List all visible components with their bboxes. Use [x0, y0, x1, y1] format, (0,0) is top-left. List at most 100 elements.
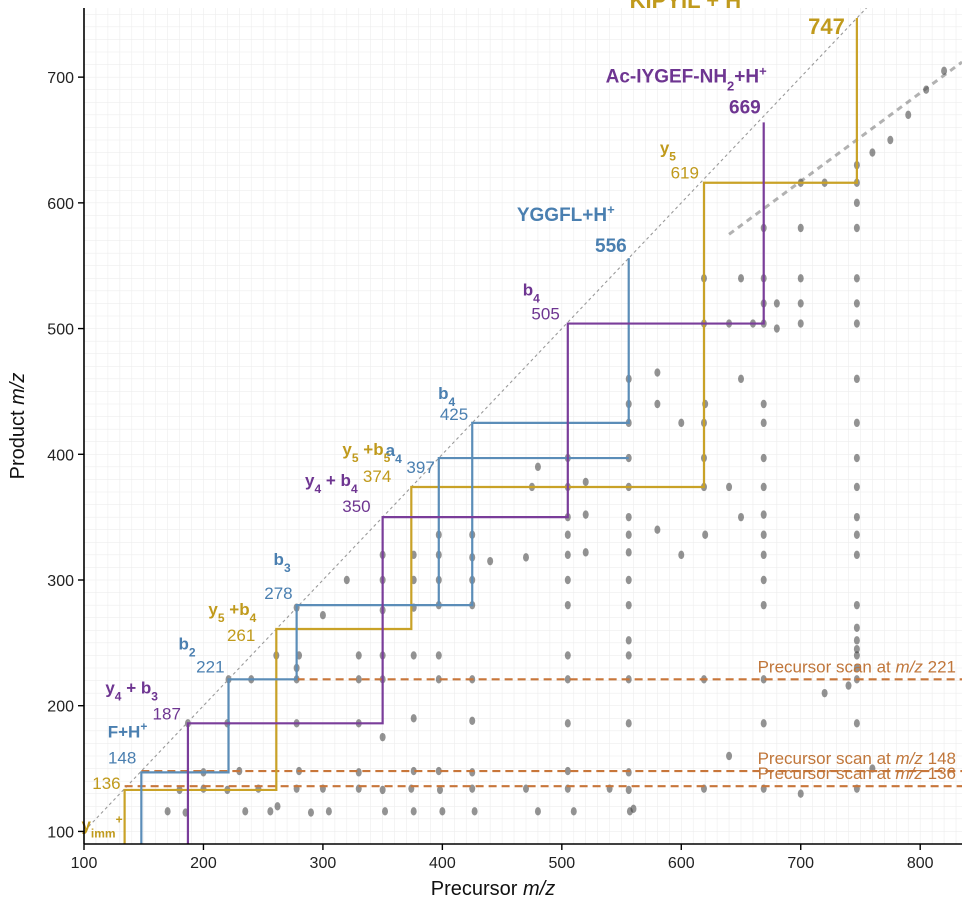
peak-spot [654, 368, 661, 377]
peak-spot [797, 299, 804, 308]
x-tick-label: 700 [787, 855, 814, 872]
precursor-scan-label-148: Precursor scan at m/z 148 [758, 749, 956, 768]
peak-spot [760, 719, 767, 728]
annotation-label-b4p: b4 [523, 281, 540, 306]
peak-spot [410, 651, 417, 660]
peak-spot [625, 651, 632, 660]
annotation-label-b4b: b4 [438, 384, 455, 409]
x-tick-label: 300 [310, 855, 337, 872]
annotation-value-kipyil: 747 [808, 14, 845, 39]
peak-spot [582, 477, 589, 487]
peak-spot [410, 714, 417, 723]
peak-spot [625, 600, 632, 610]
peak-spot [625, 530, 632, 539]
peak-spot [564, 600, 571, 610]
peak-spot [738, 374, 745, 384]
peak-spot [845, 681, 852, 690]
peak-spot [564, 675, 571, 684]
peak-spot [853, 274, 860, 283]
peak-spot [625, 575, 632, 585]
peak-spot [773, 324, 780, 333]
peak-spot [469, 716, 476, 725]
annotation-value-b3: 278 [264, 584, 292, 603]
annotation-label-acpep: Ac-IYGEF-NH2+H+ [606, 63, 767, 93]
peak-spot [726, 751, 733, 761]
peak-spot [760, 510, 767, 519]
annotation-value-b4b: 425 [440, 405, 468, 424]
fragment-ladders [123, 18, 858, 844]
annotation-value-a4: 397 [406, 458, 434, 477]
x-tick-label: 400 [429, 855, 456, 872]
peak-spot [379, 732, 386, 742]
peak-spot [738, 274, 745, 283]
annotation-value-fh: 148 [108, 748, 136, 767]
peak-spot [307, 808, 314, 817]
peak-spot [853, 319, 860, 328]
x-tick-label: 600 [668, 855, 695, 872]
fragment-annotations: KIPYIL + H+ 747 Ac-IYGEF-NH2+H+ 669 YGGFL+H+… [81, 0, 844, 840]
peak-spot [534, 807, 541, 816]
peak-spot [797, 789, 804, 798]
annotation-label-a4: a4 [386, 441, 402, 466]
y-tick-label: 700 [47, 70, 74, 87]
peak-spot [760, 399, 767, 409]
peak-spot [853, 550, 860, 560]
diagonal-line [84, 8, 868, 833]
peak-spot [853, 512, 860, 522]
peak-spot [797, 274, 804, 283]
annotation-value-v136: 136 [92, 774, 120, 793]
peak-spot [853, 600, 860, 610]
x-axis-title: Precursor m/z [431, 878, 555, 900]
peak-spot [630, 804, 637, 813]
ladder-kipyil [123, 18, 858, 844]
y-tick-label: 400 [47, 447, 74, 464]
peak-spot [760, 530, 767, 539]
peak-spot [625, 548, 632, 557]
peak-spot [469, 784, 476, 793]
peak-spot [738, 512, 745, 522]
peak-spot [853, 299, 860, 308]
peak-spot [702, 530, 709, 539]
annotation-value-ygg: 556 [595, 236, 627, 257]
annotation-label-fh: F+H+ [108, 719, 148, 741]
peak-spot [471, 807, 478, 816]
peak-spot [410, 766, 417, 776]
peak-spot [941, 66, 948, 76]
peak-spots [164, 60, 962, 817]
peak-spot [760, 482, 767, 492]
peak-spot [760, 550, 767, 560]
peak-spot [522, 553, 529, 562]
annotation-label-b3: b3 [274, 550, 291, 575]
peak-spot [853, 223, 860, 233]
precursor-scan-label-221: Precursor scan at m/z 221 [758, 657, 956, 676]
peak-spot [379, 785, 386, 795]
ladder-ac-iygef-nh2 [186, 122, 765, 844]
peak-spot [564, 575, 571, 585]
peak-spot [821, 688, 828, 698]
peak-spot [522, 784, 529, 793]
annotation-value-y4b3: 187 [153, 704, 181, 723]
peak-spot [853, 651, 860, 660]
precursor-scan-label-136: Precursor scan at m/z 136 [758, 764, 956, 783]
peak-spot [853, 418, 860, 428]
peak-spot [760, 418, 767, 428]
peak-spot [797, 223, 804, 233]
peak-spot [678, 418, 685, 428]
peak-spot [564, 719, 571, 728]
peak-spot [325, 807, 332, 816]
x-tick-label: 100 [71, 855, 98, 872]
peak-spot [853, 530, 860, 539]
annotation-label-kipyil: KIPYIL + H+ [630, 0, 750, 13]
peak-spot [564, 766, 571, 776]
y-axis-title: Product m/z [7, 373, 29, 480]
peak-spot [570, 807, 577, 816]
peak-spot [625, 636, 632, 645]
peak-spot [853, 663, 860, 673]
peak-spot [319, 611, 326, 620]
peak-spot [625, 512, 632, 522]
peak-spot [853, 198, 860, 208]
ladder-yggfl-a4 [437, 456, 629, 606]
ladder-yggfl [140, 258, 630, 844]
x-tick-label: 800 [907, 855, 934, 872]
annotation-label-y4b3: y4 + b3 [105, 678, 158, 703]
